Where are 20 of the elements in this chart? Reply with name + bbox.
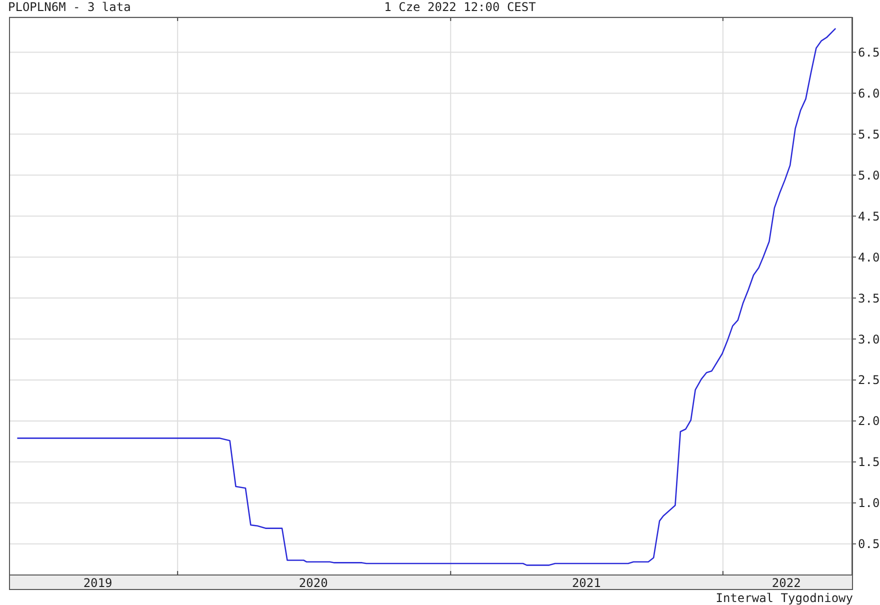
text: Interwal Tygodniowy (716, 591, 853, 605)
y-tick-label: 2.5 (858, 373, 880, 388)
x-tick-label: 2019 (83, 576, 112, 590)
y-tick-label: 0.5 (858, 537, 880, 552)
x-tick-label: 2021 (572, 576, 601, 590)
y-tick-label: 6.5 (858, 45, 880, 60)
y-tick-label: 3.5 (858, 291, 880, 306)
y-tick-label: 2.0 (858, 414, 880, 428)
y-tick-label: 4.0 (858, 250, 880, 264)
x-tick-label: 2020 (298, 576, 328, 590)
y-tick-label: 1.5 (858, 455, 880, 470)
chart-subtitle: 1 Cze 2022 12:00 CEST (384, 0, 536, 15)
chart-title: PLOPLN6M - 3 lata (8, 0, 131, 15)
y-tick-label: 1.0 (858, 496, 880, 510)
y-tick-label: 6.0 (858, 86, 880, 100)
y-tick-label: 5.0 (858, 168, 880, 182)
y-tick-label: 5.5 (858, 127, 880, 142)
y-tick-label: 3.0 (858, 332, 880, 346)
x-tick-label: 2022 (772, 576, 801, 590)
y-tick-label: 4.5 (858, 209, 880, 224)
